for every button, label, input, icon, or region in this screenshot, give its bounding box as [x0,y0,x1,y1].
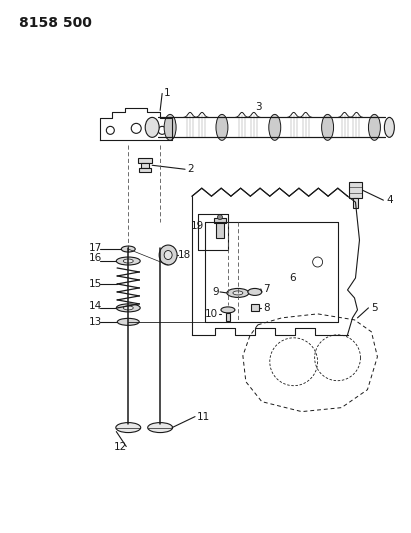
Ellipse shape [145,117,159,138]
Ellipse shape [116,423,141,433]
Ellipse shape [269,115,281,140]
Bar [353,198,358,208]
Text: 13: 13 [88,317,102,327]
Text: 16: 16 [88,253,102,263]
Ellipse shape [148,423,173,433]
Bar [226,313,230,321]
Text: 19: 19 [191,221,204,231]
Ellipse shape [117,318,139,325]
Text: 4: 4 [386,195,393,205]
Ellipse shape [221,307,235,313]
Ellipse shape [116,257,140,265]
Ellipse shape [123,306,133,310]
Text: 10: 10 [205,309,218,319]
Text: 3: 3 [255,102,261,112]
Ellipse shape [121,246,135,252]
Text: 2: 2 [187,164,194,174]
Ellipse shape [368,115,381,140]
Text: 17: 17 [88,243,102,253]
Bar [138,158,152,163]
Ellipse shape [123,259,133,263]
Ellipse shape [233,291,243,295]
Ellipse shape [321,115,334,140]
Bar [139,168,151,172]
Text: 18: 18 [178,250,192,260]
Bar [141,163,149,168]
Ellipse shape [116,304,140,312]
Text: 5: 5 [372,303,378,313]
Ellipse shape [216,115,228,140]
Text: 15: 15 [88,279,102,289]
Bar [216,222,224,238]
Ellipse shape [384,117,395,138]
Bar [349,182,363,198]
Ellipse shape [164,251,172,260]
Text: 1: 1 [164,88,171,99]
Text: 9: 9 [212,287,219,297]
Bar [214,218,226,223]
Ellipse shape [164,115,176,140]
Ellipse shape [248,288,262,295]
Text: 6: 6 [290,273,296,283]
Text: 12: 12 [114,441,127,451]
Circle shape [217,215,222,220]
Text: 8158 500: 8158 500 [18,15,92,30]
Ellipse shape [227,288,249,297]
Text: 7: 7 [263,284,270,294]
Bar [251,304,259,311]
Ellipse shape [159,245,177,265]
Text: 11: 11 [197,411,210,422]
Text: 14: 14 [88,301,102,311]
Text: 8: 8 [263,303,270,313]
